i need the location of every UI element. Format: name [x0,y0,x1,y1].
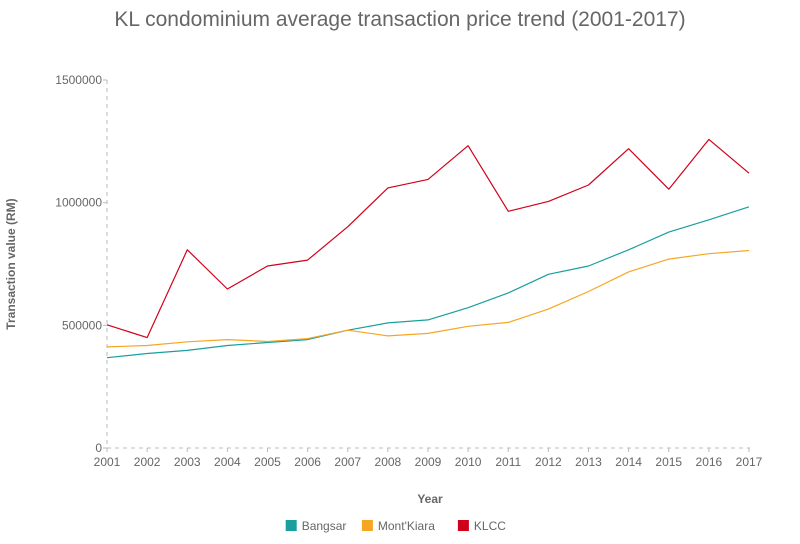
x-axis-title: Year [417,492,443,506]
x-tick-label: 2003 [174,455,201,469]
series-layer [106,138,750,359]
x-tick-label: 2006 [294,455,321,469]
legend-label: Bangsar [302,519,347,533]
x-tick-label: 2015 [655,455,682,469]
y-tick-label: 1000000 [55,196,102,210]
series-line-bangsar [106,206,750,359]
x-axis: 2001 2002 2003 2004 2005 2006 2007 2008 2009 2010… [94,447,763,469]
legend: Bangsar Mont'Kiara KLCC [285,519,506,533]
legend-item-klcc[interactable]: KLCC [457,519,506,533]
chart-title: KL condominium average transaction price… [114,8,685,31]
x-tick-label: 2016 [696,455,723,469]
y-tick-label: 0 [95,441,102,455]
legend-swatch [285,520,297,531]
x-tick-label: 2012 [535,455,562,469]
x-tick-label: 2014 [615,455,642,469]
y-axis-title: Transaction value (RM) [4,198,18,329]
legend-swatch [361,520,373,531]
x-tick-label: 2013 [575,455,602,469]
series-line-mont-kiara [106,249,750,348]
x-tick-label: 2001 [94,455,121,469]
x-tick-label: 2010 [455,455,482,469]
legend-label: KLCC [474,519,506,533]
x-tick-label: 2007 [334,455,361,469]
x-tick-label: 2002 [134,455,161,469]
y-axis: 0 500000 1000000 1500000 [55,73,108,455]
x-tick-label: 2005 [254,455,281,469]
y-tick-label: 1500000 [55,73,102,87]
series-line-klcc [106,138,750,339]
x-tick-label: 2004 [214,455,241,469]
legend-swatch [457,520,469,531]
legend-label: Mont'Kiara [378,519,435,533]
x-tick-label: 2011 [495,455,521,469]
legend-item-bangsar[interactable]: Bangsar [285,519,347,533]
x-tick-label: 2009 [415,455,442,469]
x-tick-label: 2017 [736,455,763,469]
x-tick-label: 2008 [375,455,402,469]
y-tick-label: 500000 [62,318,102,332]
legend-item-mont-kiara[interactable]: Mont'Kiara [361,519,435,533]
